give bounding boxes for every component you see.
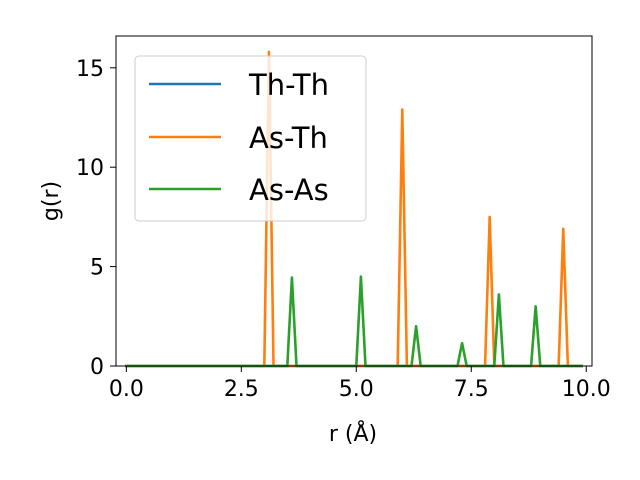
- x-tick-label: 5.0: [339, 377, 374, 402]
- legend-label-as-th: As-Th: [249, 121, 328, 155]
- legend-label-as-as: As-As: [249, 173, 329, 207]
- x-axis-title: r (Å): [329, 420, 377, 447]
- x-tick-label: 0.0: [109, 377, 144, 402]
- y-tick-label: 15: [76, 57, 104, 82]
- x-tick-label: 10.0: [562, 377, 611, 402]
- legend-label-th-th: Th-Th: [248, 68, 329, 102]
- y-tick-label: 10: [76, 156, 104, 181]
- legend: Th-Th As-Th As-As: [134, 55, 367, 222]
- x-tick-label: 7.5: [454, 377, 489, 402]
- axes-frame: [115, 35, 593, 367]
- y-tick-label: 0: [90, 355, 104, 380]
- axes: [115, 35, 593, 367]
- ticks: 0.0 2.5 5.0 7.5 10.0 0 5 10 15: [76, 57, 611, 402]
- y-tick-label: 5: [90, 256, 104, 281]
- legend-box: [134, 55, 367, 222]
- x-tick-label: 2.5: [224, 377, 259, 402]
- y-axis-title: g(r): [39, 181, 64, 221]
